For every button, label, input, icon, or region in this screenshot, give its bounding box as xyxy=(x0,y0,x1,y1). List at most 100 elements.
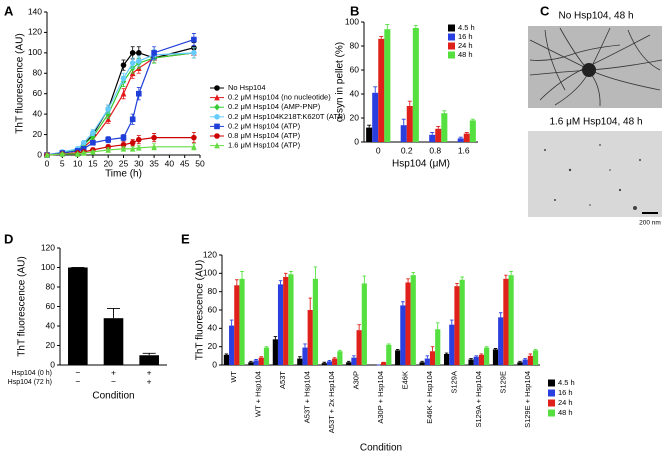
error-bar xyxy=(528,353,533,356)
error-bar xyxy=(460,276,464,280)
x-tick-label: 15 xyxy=(88,158,98,168)
x-tick-label: 10 xyxy=(73,158,83,168)
marker xyxy=(120,90,127,97)
x-tick-label: 50 xyxy=(195,158,205,168)
legend-marker xyxy=(214,123,220,130)
bar xyxy=(337,351,343,365)
x-tick-label: 35 xyxy=(149,158,159,168)
bar xyxy=(366,127,373,142)
error-bar xyxy=(464,131,469,134)
error-bar xyxy=(308,297,312,310)
error-bar xyxy=(442,110,447,114)
bar xyxy=(473,356,479,365)
y-tick-label: 0 xyxy=(37,149,42,159)
bar xyxy=(468,359,474,365)
error-bar xyxy=(379,35,384,39)
bar xyxy=(503,278,509,365)
bar xyxy=(372,92,379,142)
y-tick-label: 0 xyxy=(212,359,217,369)
bar xyxy=(435,128,442,142)
legend-label: 0.2 μM Hsp104K218T:K620T (ATP) xyxy=(228,112,346,121)
legend-label: 24 h xyxy=(558,398,573,407)
error-bar xyxy=(435,322,440,330)
bar xyxy=(419,362,425,365)
series-line xyxy=(46,52,194,156)
marker xyxy=(129,60,136,66)
y-tick-label: 80 xyxy=(208,286,218,296)
marker xyxy=(80,149,87,156)
x-tick-label: 20 xyxy=(103,158,113,168)
y-tick-label: 100 xyxy=(41,262,55,272)
y-tick-label: 100 xyxy=(345,16,359,26)
marker xyxy=(136,136,142,143)
marker xyxy=(120,62,127,68)
y-tick-label: 80 xyxy=(33,68,43,78)
x-tick-label: 1.6 xyxy=(458,145,470,155)
bar xyxy=(498,317,504,365)
error-bar xyxy=(249,360,253,363)
legend-marker xyxy=(214,133,220,139)
error-bar xyxy=(264,346,269,348)
bar xyxy=(517,362,523,365)
series-line xyxy=(46,52,194,156)
error-bar xyxy=(373,86,378,93)
x-tick-label: E46K xyxy=(400,371,409,389)
bar xyxy=(346,362,352,365)
x-tick-label: WT xyxy=(229,371,238,383)
x-tick-label: A30P xyxy=(352,371,361,389)
marker xyxy=(120,134,127,141)
bar xyxy=(381,362,387,365)
y-tick-label: 60 xyxy=(350,64,360,74)
bar xyxy=(312,278,319,365)
bar xyxy=(253,360,259,365)
error-bar xyxy=(430,131,435,135)
y-tick-label: 100 xyxy=(28,47,42,57)
marker xyxy=(129,139,136,146)
error-bar xyxy=(425,355,430,359)
bar xyxy=(68,267,88,365)
error-bar xyxy=(289,271,293,275)
bar xyxy=(326,361,333,365)
bar xyxy=(378,38,385,142)
error-bar xyxy=(303,343,307,348)
x-axis-label: Condition xyxy=(360,443,402,454)
legend-label: 16 h xyxy=(458,32,473,41)
legend-label: 0.8 μM Hsp104 (ATP) xyxy=(228,131,301,140)
x-axis-label: Hsp104 (μM) xyxy=(392,159,450,170)
legend-marker xyxy=(214,94,220,101)
image-caption: No Hsp104, 48 h xyxy=(558,11,633,22)
fibril-cluster xyxy=(582,63,596,77)
error-bar xyxy=(470,118,475,121)
y-tick-label: 20 xyxy=(46,340,56,350)
error-bar xyxy=(444,352,449,354)
error-bar xyxy=(474,355,478,357)
error-bar xyxy=(142,352,156,356)
marker xyxy=(191,50,197,56)
bar xyxy=(508,275,514,365)
legend-swatch xyxy=(548,389,555,397)
x-tick-label: 0.2 xyxy=(401,145,413,155)
y-tick-label: 20 xyxy=(350,112,360,122)
bar xyxy=(410,275,416,365)
legend-label: 24 h xyxy=(458,41,473,50)
y-axis-label: ThT fluorescence (AU) xyxy=(195,260,206,360)
legend-label: 48 h xyxy=(458,50,473,59)
marker xyxy=(136,90,142,97)
bar xyxy=(522,359,528,365)
marker xyxy=(129,50,136,56)
y-tick-label: 40 xyxy=(350,88,360,98)
bar xyxy=(492,349,499,365)
bar xyxy=(532,350,539,365)
x-tick-label: A53T + 2x Hsp104 xyxy=(327,371,336,433)
error-bar xyxy=(455,282,459,287)
error-bar xyxy=(401,118,406,126)
marker xyxy=(120,75,127,82)
y-tick-label: 0 xyxy=(354,136,359,146)
bar xyxy=(288,274,294,365)
error-bar xyxy=(518,360,522,363)
marker xyxy=(136,58,142,64)
y-tick-label: 60 xyxy=(46,301,56,311)
error-bar xyxy=(504,274,508,279)
x-tick-label: S129A + Hsp104 xyxy=(474,371,483,428)
